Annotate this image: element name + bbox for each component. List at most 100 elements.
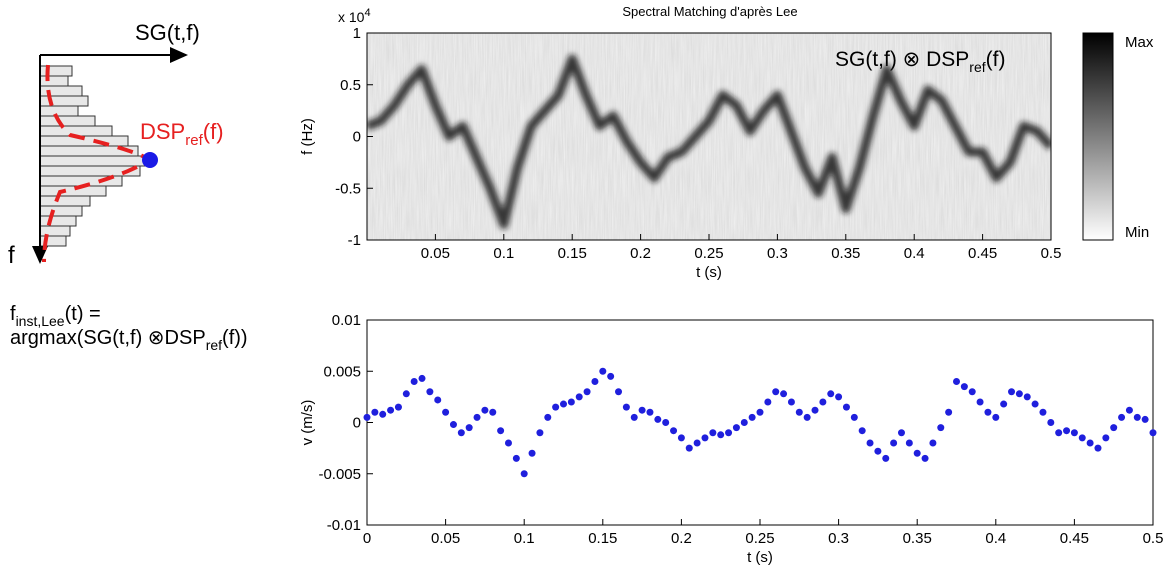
point	[890, 439, 898, 447]
point	[646, 408, 654, 416]
colorbar	[1082, 32, 1114, 241]
chart-title: Spectral Matching d'après Lee	[622, 4, 797, 19]
point	[379, 410, 387, 418]
ridge-group	[367, 54, 1051, 229]
point	[905, 439, 913, 447]
point	[410, 378, 418, 385]
annotation-tail: (f)	[986, 48, 1006, 71]
point	[504, 439, 512, 447]
point	[1055, 429, 1063, 437]
point	[1094, 444, 1102, 452]
point	[1149, 429, 1157, 437]
x-tick-label: 0.2	[671, 530, 692, 547]
y-tick-label: -0.005	[318, 466, 361, 483]
point	[442, 408, 450, 416]
point	[1008, 388, 1016, 396]
point	[615, 388, 623, 396]
point	[528, 449, 536, 457]
annotation-main: SG(t,f) ⊗ DSP	[835, 48, 969, 71]
point	[725, 429, 733, 437]
point	[787, 398, 795, 406]
point	[489, 408, 497, 416]
point	[953, 378, 960, 385]
point	[1031, 400, 1039, 408]
point	[575, 393, 583, 401]
point	[1039, 408, 1047, 416]
x-axis-label: t (s)	[696, 264, 722, 281]
point	[1023, 393, 1031, 401]
point	[1047, 419, 1055, 426]
point	[764, 398, 772, 406]
point	[976, 398, 984, 406]
point	[835, 393, 843, 401]
multiplier-exp: 4	[364, 7, 370, 19]
point	[772, 388, 780, 396]
point	[622, 403, 630, 411]
point	[693, 439, 701, 447]
point	[740, 419, 748, 426]
y-axis-label: v (m/s)	[299, 400, 316, 446]
formula-main: f	[10, 303, 16, 325]
x-tick-label: 0.15	[558, 245, 587, 262]
point	[1125, 406, 1133, 414]
x-tick-label: 0.45	[1060, 530, 1089, 547]
point	[662, 419, 670, 426]
point	[654, 415, 662, 423]
point	[457, 429, 465, 437]
annotation-sub: ref	[969, 59, 985, 75]
point	[756, 408, 764, 416]
point	[449, 421, 457, 429]
point	[921, 454, 929, 462]
colorbar-min: Min	[1125, 224, 1149, 241]
x-tick-label: 0.35	[903, 530, 932, 547]
point	[520, 470, 528, 478]
point	[630, 413, 638, 421]
point	[701, 434, 709, 442]
point	[560, 400, 567, 408]
dsp-label: DSPref(f)	[140, 119, 224, 149]
point	[913, 449, 921, 457]
dsp-tail: (f)	[203, 119, 224, 144]
point	[418, 374, 426, 382]
ridge	[367, 54, 1051, 229]
x-tick-label: 0.4	[985, 530, 1006, 547]
point	[968, 388, 976, 396]
formula-tail: (f))	[222, 327, 248, 349]
point	[945, 408, 953, 416]
y-tick-label: 0.01	[332, 312, 361, 329]
x-tick-label: 0.5	[1143, 530, 1164, 547]
x-tick-label: 0	[363, 530, 371, 547]
point	[497, 427, 505, 435]
point	[819, 398, 827, 406]
point	[992, 413, 1000, 421]
point	[858, 427, 866, 435]
y-tick-label: 0.005	[323, 363, 361, 380]
point	[567, 398, 575, 406]
point	[732, 424, 740, 432]
point	[544, 413, 552, 421]
dsp-main: DSP	[140, 119, 185, 144]
formula-sub: inst,Lee	[16, 313, 65, 329]
point	[866, 439, 874, 447]
dsp-sub: ref	[185, 132, 203, 149]
point	[811, 406, 819, 414]
colorbar-max: Max	[1125, 34, 1154, 51]
point	[426, 388, 434, 396]
y-multiplier: x 104	[338, 7, 371, 25]
point	[473, 413, 481, 421]
x-tick-label: 0.45	[968, 245, 997, 262]
point	[371, 408, 379, 416]
point	[552, 403, 560, 411]
x-tick-label: 0.3	[767, 245, 788, 262]
point	[929, 439, 937, 447]
y-tick-label: -0.01	[327, 517, 361, 534]
point	[709, 429, 717, 437]
plot-frame	[366, 319, 1154, 526]
point	[512, 454, 520, 462]
point	[670, 427, 678, 435]
point	[1063, 427, 1071, 435]
x-tick-label: 0.15	[588, 530, 617, 547]
point	[599, 367, 607, 375]
x-tick-label: 0.2	[630, 245, 651, 262]
point	[387, 406, 395, 414]
